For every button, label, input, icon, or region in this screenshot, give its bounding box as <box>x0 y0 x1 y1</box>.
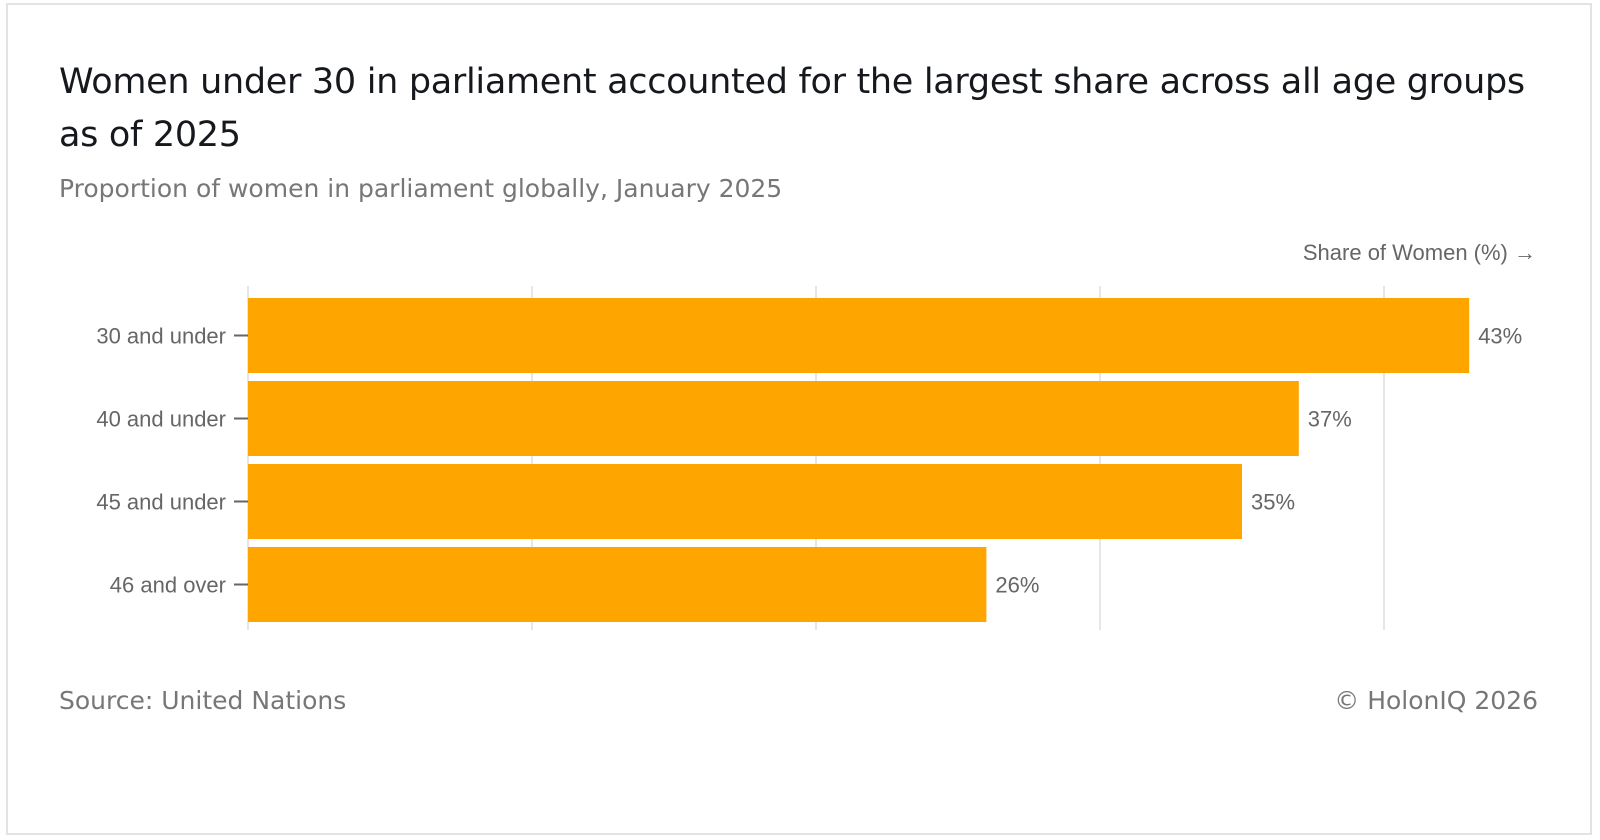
category-label: 30 and under <box>96 324 226 349</box>
category-label: 45 and under <box>96 490 226 515</box>
category-label: 46 and over <box>110 573 226 598</box>
chart-title: Women under 30 in parliament accounted f… <box>59 62 1525 155</box>
value-label: 26% <box>995 573 1039 598</box>
bar <box>248 547 987 622</box>
bar <box>248 298 1470 373</box>
x-axis-label: Share of Women (%) → <box>1302 240 1536 265</box>
bar <box>248 464 1242 539</box>
copyright-note: © HolonIQ 2026 <box>1334 686 1538 715</box>
bar <box>248 381 1299 456</box>
value-label: 37% <box>1308 407 1352 432</box>
category-label: 40 and under <box>96 407 226 432</box>
value-label: 35% <box>1251 490 1295 515</box>
chart-frame <box>6 3 1592 835</box>
chart-subtitle: Proportion of women in parliament global… <box>59 174 783 203</box>
value-label: 43% <box>1478 324 1522 349</box>
source-note: Source: United Nations <box>59 686 347 715</box>
